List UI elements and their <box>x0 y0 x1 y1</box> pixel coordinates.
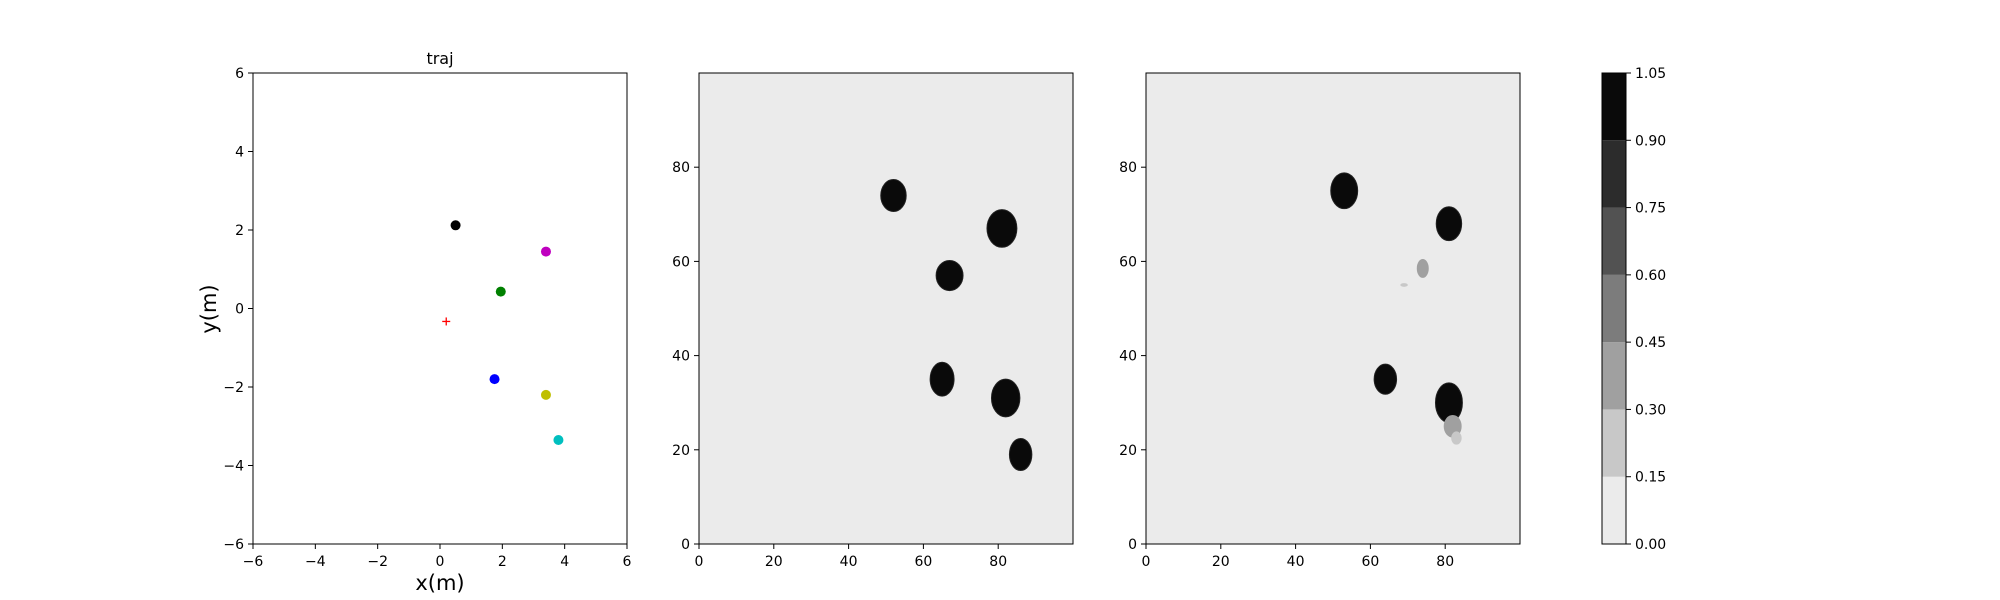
colorbar-level <box>1602 207 1626 275</box>
occupied-cell-blob <box>990 378 1021 418</box>
colorbar-tick-label: 0.00 <box>1635 537 1666 553</box>
y-tick-label: 0 <box>235 302 244 318</box>
occupied-cell-blob <box>1400 283 1408 287</box>
x-tick-label: −2 <box>367 554 388 570</box>
y-tick-label: −4 <box>223 459 244 475</box>
plot-frame <box>698 72 1074 545</box>
agent-position-dot <box>540 246 551 257</box>
y-axis-label: y(m) <box>197 284 221 333</box>
y-tick-label: 6 <box>235 66 244 82</box>
occupied-cell-blob <box>880 178 907 212</box>
occupancy-map-panel-2: 0 20 40 60 80 0 20 40 60 80 <box>1119 72 1521 570</box>
y-tick-label: −2 <box>223 380 244 396</box>
occupied-cell-blob <box>1373 363 1398 395</box>
x-tick-label: 40 <box>840 554 858 570</box>
colorbar-level <box>1602 73 1626 141</box>
colorbar-frame <box>1601 72 1627 545</box>
x-tick-label: 60 <box>1361 554 1379 570</box>
agent-position-dot <box>495 286 506 297</box>
heatmap-plot-area-1: 0 20 40 60 80 0 20 40 60 80 <box>672 73 1073 570</box>
x-tick-label: −6 <box>243 554 264 570</box>
occupied-cell-blob <box>1416 259 1429 278</box>
colorbar-level <box>1602 140 1626 208</box>
heatmap-background <box>1146 73 1520 544</box>
y-tick-label: 0 <box>681 537 690 553</box>
colorbar-level <box>1602 342 1626 410</box>
x-tick-label: 40 <box>1287 554 1305 570</box>
colorbar-tick-label: 0.75 <box>1635 201 1666 217</box>
y-tick-label: 60 <box>1119 254 1137 270</box>
start-marker-plus <box>442 317 451 326</box>
colorbar-tick-label: 0.90 <box>1635 133 1666 149</box>
colorbar-tick-label: 0.45 <box>1635 335 1666 351</box>
agent-position-dot <box>450 220 461 231</box>
occupied-cell-blob <box>1451 431 1462 445</box>
colorbar-tick-label: 0.60 <box>1635 268 1666 284</box>
x-tick-label: 0 <box>436 554 445 570</box>
occupied-cell-blob <box>986 209 1018 248</box>
y-tick-label: 80 <box>672 160 690 176</box>
x-tick-label: 4 <box>560 554 569 570</box>
chart-title: traj <box>426 49 453 68</box>
colorbar-tick-label: 0.15 <box>1635 470 1666 486</box>
occupied-cell-blob <box>1008 437 1033 472</box>
y-tick-label: 20 <box>672 443 690 459</box>
colorbar-level <box>1602 476 1626 544</box>
x-tick-label: 60 <box>914 554 932 570</box>
x-tick-label: 0 <box>1142 554 1151 570</box>
y-tick-label: 4 <box>235 145 244 161</box>
y-tick-label: 40 <box>672 349 690 365</box>
x-tick-label: 20 <box>765 554 783 570</box>
x-tick-label: 80 <box>1436 554 1454 570</box>
plot-background <box>253 73 627 544</box>
colorbar: 0.00 0.15 0.30 0.45 0.60 0.75 0.90 1.05 <box>1601 66 1666 553</box>
heatmap-background <box>699 73 1073 544</box>
y-tick-label: 60 <box>672 254 690 270</box>
scatter-plot-area: −6 −4 −2 0 2 4 6 −6 −4 −2 0 2 4 6 <box>223 66 631 570</box>
y-tick-label: −6 <box>223 537 244 553</box>
plot-frame <box>252 72 628 545</box>
agent-position-dot <box>540 389 551 400</box>
occupied-cell-blob <box>1330 172 1359 210</box>
y-tick-label: 0 <box>1128 537 1137 553</box>
trajectory-scatter-panel: traj −6 −4 −2 0 2 4 6 −6 −4 −2 0 2 4 6 x(m) y(m) <box>197 49 632 595</box>
y-tick-label: 2 <box>235 223 244 239</box>
heatmap-plot-area-2: 0 20 40 60 80 0 20 40 60 80 <box>1119 73 1520 570</box>
occupancy-map-panel-1: 0 20 40 60 80 0 20 40 60 80 <box>672 72 1074 570</box>
plot-frame <box>1145 72 1521 545</box>
colorbar-tick-label: 0.30 <box>1635 402 1666 418</box>
y-tick-label: 80 <box>1119 160 1137 176</box>
x-tick-label: −4 <box>305 554 326 570</box>
occupied-cell-blob <box>929 361 955 397</box>
colorbar-tick-label: 1.05 <box>1635 66 1666 82</box>
x-tick-label: 6 <box>623 554 632 570</box>
x-tick-label: 80 <box>989 554 1007 570</box>
x-axis-label: x(m) <box>415 571 464 595</box>
x-tick-label: 2 <box>498 554 507 570</box>
y-tick-label: 40 <box>1119 349 1137 365</box>
y-tick-label: 20 <box>1119 443 1137 459</box>
x-tick-label: 20 <box>1212 554 1230 570</box>
occupied-cell-blob <box>1435 206 1463 242</box>
agent-position-dot <box>553 434 564 445</box>
agent-position-dot <box>489 374 500 385</box>
occupied-cell-blob <box>935 259 964 292</box>
colorbar-level <box>1602 274 1626 343</box>
x-tick-label: 0 <box>695 554 704 570</box>
colorbar-level <box>1602 409 1626 477</box>
